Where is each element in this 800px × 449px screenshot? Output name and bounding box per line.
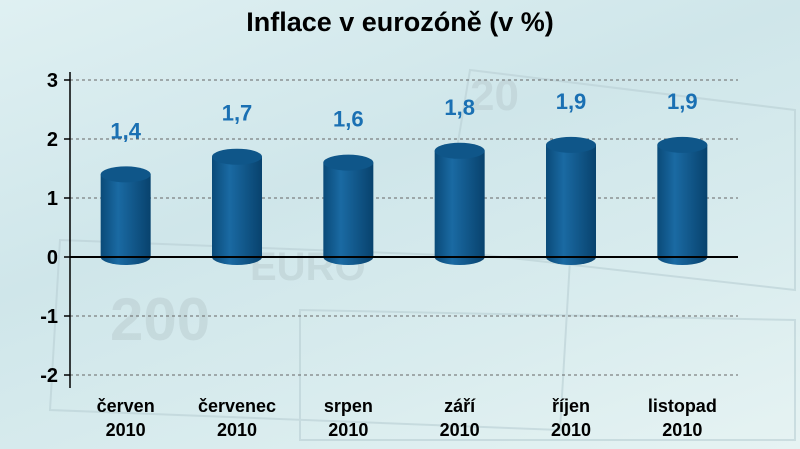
x-tick-label: 2010 bbox=[106, 420, 146, 440]
bar-body bbox=[546, 144, 596, 265]
svg-text:200: 200 bbox=[110, 286, 210, 353]
bar-body bbox=[323, 162, 374, 265]
bar-body bbox=[100, 174, 151, 265]
bar bbox=[100, 166, 151, 265]
data-label: 1,9 bbox=[556, 89, 587, 114]
svg-text:20: 20 bbox=[470, 71, 519, 120]
data-label: 1,6 bbox=[333, 107, 364, 132]
bar-body bbox=[657, 144, 708, 265]
x-tick-label: srpen bbox=[324, 396, 373, 416]
bar-top bbox=[212, 148, 262, 165]
x-tick-label: říjen bbox=[552, 396, 590, 416]
chart-title: Inflace v eurozóně (v %) bbox=[246, 7, 554, 37]
bar-body bbox=[434, 150, 485, 265]
x-tick-label: 2010 bbox=[440, 420, 480, 440]
x-tick-label: červen bbox=[97, 396, 155, 416]
data-label: 1,4 bbox=[110, 118, 141, 143]
bar bbox=[546, 136, 596, 265]
bar bbox=[434, 142, 485, 265]
bar bbox=[323, 154, 374, 265]
y-tick-label: -2 bbox=[40, 365, 58, 387]
y-tick-label: 1 bbox=[47, 188, 58, 210]
x-tick-label: září bbox=[444, 396, 476, 416]
bar-top bbox=[546, 136, 596, 153]
bar-top bbox=[323, 154, 374, 171]
bar bbox=[212, 148, 262, 265]
x-tick-label: 2010 bbox=[328, 420, 368, 440]
y-tick-label: 3 bbox=[47, 70, 58, 92]
bar-top bbox=[657, 136, 708, 153]
bar-top bbox=[434, 142, 485, 159]
data-label: 1,7 bbox=[222, 101, 253, 126]
x-tick-label: 2010 bbox=[662, 420, 702, 440]
y-tick-label: -1 bbox=[40, 306, 58, 328]
y-tick-label: 0 bbox=[47, 247, 58, 269]
x-tick-label: 2010 bbox=[551, 420, 591, 440]
y-tick-label: 2 bbox=[47, 129, 58, 151]
x-tick-label: 2010 bbox=[217, 420, 257, 440]
data-label: 1,9 bbox=[667, 89, 698, 114]
bar-body bbox=[212, 156, 262, 265]
bar-top bbox=[100, 166, 151, 183]
x-tick-label: červenec bbox=[198, 396, 276, 416]
bar bbox=[657, 136, 708, 265]
data-label: 1,8 bbox=[444, 95, 475, 120]
x-tick-label: listopad bbox=[648, 396, 717, 416]
